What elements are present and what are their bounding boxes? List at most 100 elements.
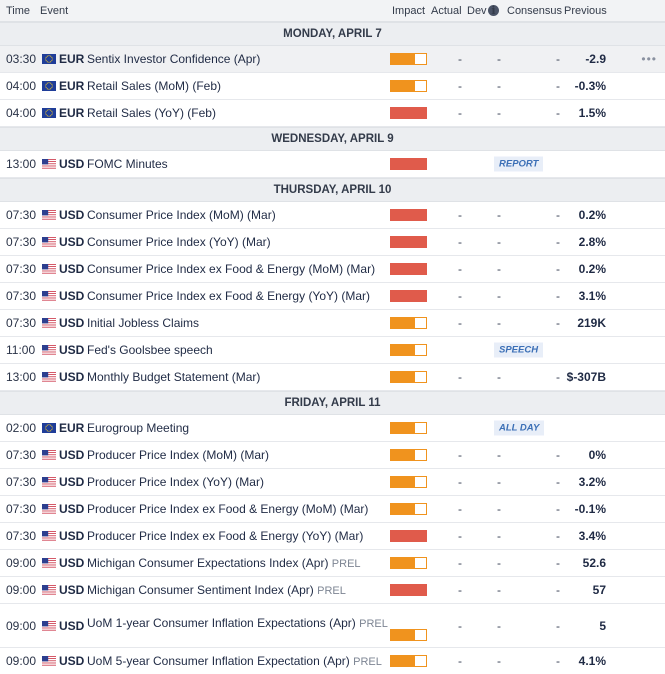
event-row[interactable]: 03:30 EUR Sentix Investor Confidence (Apr)…: [0, 46, 665, 73]
event-time: 07:30: [6, 289, 37, 303]
event-name[interactable]: Producer Price Index (MoM) (Mar): [87, 448, 269, 462]
event-name[interactable]: Consumer Price Index ex Food & Energy (Y…: [87, 289, 370, 303]
event-name[interactable]: Fed's Goolsbee speech: [87, 343, 213, 357]
col-event[interactable]: Event: [40, 5, 69, 17]
event-name[interactable]: Producer Price Index (YoY) (Mar): [87, 475, 264, 489]
us-flag-icon: [42, 291, 56, 301]
event-row[interactable]: 07:30 USD Consumer Price Index (MoM) (Mar)…: [0, 202, 665, 229]
event-name-text[interactable]: Michigan Consumer Expectations Index (Ap…: [87, 556, 329, 570]
previous-value: 0%: [588, 448, 606, 462]
event-row[interactable]: 09:00 USD Michigan Consumer Sentiment Inde…: [0, 577, 665, 604]
event-name-text[interactable]: Producer Price Index (MoM) (Mar): [87, 448, 270, 462]
event-time: 02:00: [6, 421, 37, 435]
event-name-text[interactable]: Consumer Price Index ex Food & Energy (Y…: [87, 289, 371, 303]
event-name-text[interactable]: FOMC Minutes: [87, 157, 168, 171]
event-row[interactable]: 02:00 EUR Eurogroup Meeting ALL DAY: [0, 415, 665, 442]
previous-value: 1.5%: [578, 106, 606, 120]
previous-value: 3.1%: [578, 289, 606, 303]
event-time: 04:00: [6, 79, 37, 93]
actual-value: -: [458, 502, 462, 516]
event-currency: EUR: [59, 79, 85, 93]
consensus-value: -: [556, 106, 560, 120]
us-flag-icon: [42, 372, 56, 382]
event-name-text[interactable]: Eurogroup Meeting: [87, 421, 190, 435]
actual-value: -: [458, 79, 462, 93]
event-name-text[interactable]: Retail Sales (YoY) (Feb): [87, 106, 216, 120]
event-name-text[interactable]: Producer Price Index ex Food & Energy (Y…: [87, 529, 364, 543]
col-actual[interactable]: Actual: [431, 5, 462, 17]
event-time: 04:00: [6, 106, 37, 120]
event-name[interactable]: Producer Price Index ex Food & Energy (Y…: [87, 529, 363, 543]
previous-value: -0.1%: [574, 502, 606, 516]
event-row[interactable]: 09:00 USD UoM 5-year Consumer Inflation Ex…: [0, 648, 665, 674]
event-name-text[interactable]: UoM 5-year Consumer Inflation Expectatio…: [87, 654, 350, 668]
event-name-text[interactable]: Sentix Investor Confidence (Apr): [87, 52, 261, 66]
event-name[interactable]: Michigan Consumer Expectations Index (Ap…: [87, 556, 361, 570]
actual-value: -: [458, 529, 462, 543]
event-row[interactable]: 04:00 EUR Retail Sales (MoM) (Feb) - - - -0.3%: [0, 73, 665, 100]
event-name-text[interactable]: Consumer Price Index ex Food & Energy (M…: [87, 262, 376, 276]
eu-flag-icon: [42, 81, 56, 91]
event-name-text[interactable]: Producer Price Index ex Food & Energy (M…: [87, 502, 369, 516]
event-name[interactable]: Sentix Investor Confidence (Apr): [87, 52, 260, 66]
event-row[interactable]: 07:30 USD Consumer Price Index ex Food & E…: [0, 283, 665, 310]
event-row[interactable]: 04:00 EUR Retail Sales (YoY) (Feb) - - - 1.5%: [0, 100, 665, 127]
us-flag-icon: [42, 210, 56, 220]
event-name[interactable]: UoM 1-year Consumer Inflation Expectatio…: [87, 616, 388, 630]
actual-value: -: [458, 556, 462, 570]
event-name[interactable]: Monthly Budget Statement (Mar): [87, 370, 260, 384]
consensus-value: -: [556, 448, 560, 462]
event-name-text[interactable]: Monthly Budget Statement (Mar): [87, 370, 261, 384]
event-time: 07:30: [6, 235, 37, 249]
info-icon[interactable]: i: [488, 5, 499, 16]
event-name-text[interactable]: UoM 1-year Consumer Inflation Expectatio…: [87, 616, 356, 630]
event-time: 09:00: [6, 618, 37, 633]
event-row[interactable]: 07:30 USD Consumer Price Index ex Food & E…: [0, 256, 665, 283]
event-row[interactable]: 07:30 USD Producer Price Index ex Food & E…: [0, 496, 665, 523]
col-consensus[interactable]: Consensus: [507, 5, 563, 17]
event-name[interactable]: UoM 5-year Consumer Inflation Expectatio…: [87, 654, 382, 668]
col-time[interactable]: Time: [6, 5, 31, 17]
event-row[interactable]: 09:00 USD UoM 1-year Consumer Inflation Ex…: [0, 604, 665, 648]
event-name-text[interactable]: Michigan Consumer Sentiment Index (Apr): [87, 583, 314, 597]
impact-indicator: [390, 629, 427, 641]
event-row[interactable]: 07:30 USD Producer Price Index (YoY) (Mar)…: [0, 469, 665, 496]
dev-value: -: [497, 556, 501, 570]
col-previous[interactable]: Previous: [564, 5, 607, 17]
event-name-text[interactable]: Producer Price Index (YoY) (Mar): [87, 475, 264, 489]
event-currency: USD: [59, 583, 85, 597]
impact-indicator: [390, 476, 427, 488]
event-row[interactable]: 09:00 USD Michigan Consumer Expectations I…: [0, 550, 665, 577]
col-dev[interactable]: Dev: [467, 5, 487, 17]
event-row[interactable]: 07:30 USD Consumer Price Index (YoY) (Mar)…: [0, 229, 665, 256]
event-name[interactable]: Initial Jobless Claims: [87, 316, 199, 330]
event-name-text[interactable]: Consumer Price Index (MoM) (Mar): [87, 208, 276, 222]
more-dots-icon[interactable]: •••: [641, 52, 657, 66]
event-row[interactable]: 07:30 USD Producer Price Index ex Food & E…: [0, 523, 665, 550]
col-impact[interactable]: Impact: [392, 5, 426, 17]
event-name[interactable]: Michigan Consumer Sentiment Index (Apr) …: [87, 583, 346, 597]
event-name-text[interactable]: Retail Sales (MoM) (Feb): [87, 79, 222, 93]
event-time: 07:30: [6, 529, 37, 543]
event-name[interactable]: Eurogroup Meeting: [87, 421, 189, 435]
us-flag-icon: [42, 450, 56, 460]
previous-value: 4.1%: [578, 654, 606, 668]
dev-value: -: [497, 618, 501, 633]
event-name-text[interactable]: Consumer Price Index (YoY) (Mar): [87, 235, 271, 249]
event-name[interactable]: Consumer Price Index (YoY) (Mar): [87, 235, 271, 249]
event-name[interactable]: Consumer Price Index ex Food & Energy (M…: [87, 262, 375, 276]
event-row[interactable]: 07:30 USD Initial Jobless Claims - - - 219K: [0, 310, 665, 337]
event-name[interactable]: Producer Price Index ex Food & Energy (M…: [87, 502, 368, 516]
event-name-text[interactable]: Initial Jobless Claims: [87, 316, 200, 330]
event-name[interactable]: Retail Sales (MoM) (Feb): [87, 79, 221, 93]
event-row[interactable]: 13:00 USD Monthly Budget Statement (Mar) - -…: [0, 364, 665, 391]
event-name[interactable]: Consumer Price Index (MoM) (Mar): [87, 208, 276, 222]
event-row[interactable]: 13:00 USD FOMC Minutes REPORT: [0, 151, 665, 178]
event-name[interactable]: FOMC Minutes: [87, 157, 168, 171]
event-name-text[interactable]: Fed's Goolsbee speech: [87, 343, 213, 357]
event-row[interactable]: 07:30 USD Producer Price Index (MoM) (Mar)…: [0, 442, 665, 469]
actual-value: -: [458, 475, 462, 489]
eu-flag-icon: [42, 423, 56, 433]
event-row[interactable]: 11:00 USD Fed's Goolsbee speech SPEECH: [0, 337, 665, 364]
event-name[interactable]: Retail Sales (YoY) (Feb): [87, 106, 216, 120]
